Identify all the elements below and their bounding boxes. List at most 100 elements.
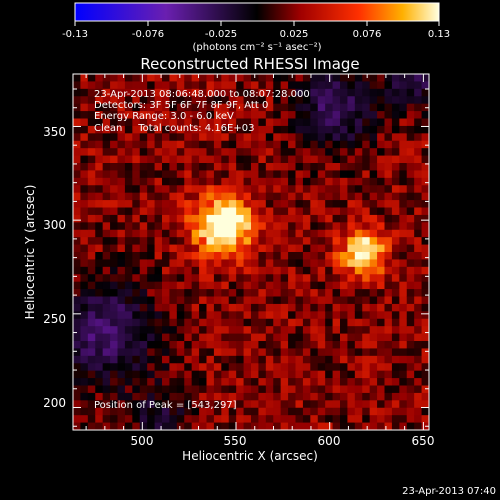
heatmap-cell <box>317 415 326 423</box>
heatmap-cell <box>384 214 393 223</box>
heatmap-cell <box>221 252 230 260</box>
heatmap-cell <box>124 378 133 386</box>
heatmap-cell <box>184 415 193 423</box>
heatmap-cell <box>243 415 252 423</box>
heatmap-cell <box>399 422 408 431</box>
heatmap-cell <box>199 237 207 245</box>
heatmap-cell <box>258 88 267 97</box>
heatmap-cell <box>206 88 215 97</box>
heatmap-cell <box>199 303 207 312</box>
heatmap-cell <box>258 118 267 127</box>
heatmap-cell <box>354 326 363 334</box>
heatmap-cell <box>421 363 430 372</box>
heatmap-cell <box>406 111 415 119</box>
heatmap-cell <box>221 378 230 386</box>
heatmap-cell <box>302 88 311 97</box>
heatmap-cell <box>206 133 215 142</box>
heatmap-cell <box>332 237 341 245</box>
heatmap-cell <box>87 400 96 409</box>
heatmap-cell <box>251 252 259 260</box>
heatmap-cell <box>169 422 178 431</box>
heatmap-cell <box>340 348 348 357</box>
heatmap-cell <box>399 81 408 90</box>
heatmap-cell <box>124 170 133 179</box>
heatmap-cell <box>280 133 289 142</box>
heatmap-cell <box>295 392 304 401</box>
heatmap-cell <box>184 407 193 416</box>
heatmap-cell <box>406 148 415 156</box>
heatmap-cell <box>317 207 326 216</box>
heatmap-cell <box>139 378 148 386</box>
heatmap-cell <box>95 155 104 164</box>
heatmap-cell <box>384 140 393 149</box>
heatmap-cell <box>421 192 430 201</box>
heatmap-cell <box>87 311 96 320</box>
heatmap-cell <box>377 111 385 119</box>
heatmap-cell <box>87 163 96 171</box>
heatmap-cell <box>310 407 319 416</box>
heatmap-cell <box>147 407 155 416</box>
heatmap-cell <box>213 170 222 179</box>
heatmap-cell <box>414 422 422 431</box>
heatmap-cell <box>362 303 371 312</box>
heatmap-cell <box>421 163 430 171</box>
heatmap-cell <box>362 392 371 401</box>
heatmap-cell <box>132 170 141 179</box>
heatmap-cell <box>369 118 378 127</box>
heatmap-cell <box>273 303 282 312</box>
heatmap-cell <box>236 170 244 179</box>
heatmap-cell <box>124 207 133 216</box>
heatmap-cell <box>206 281 215 290</box>
heatmap-cell <box>384 274 393 283</box>
heatmap-cell <box>384 81 393 90</box>
x-tick-500: 500 <box>131 434 154 448</box>
heatmap-cell <box>369 252 378 260</box>
heatmap-cell <box>95 422 104 431</box>
heatmap-cell <box>280 415 289 423</box>
heatmap-cell <box>87 422 96 431</box>
heatmap-cell <box>124 385 133 394</box>
heatmap-cell <box>406 81 415 90</box>
heatmap-cell <box>421 177 430 186</box>
heatmap-cell <box>310 222 319 231</box>
heatmap-cell <box>332 155 341 164</box>
heatmap-cell <box>340 74 348 82</box>
heatmap-cell <box>236 274 244 283</box>
heatmap-cell <box>154 163 163 171</box>
heatmap-cell <box>147 400 155 409</box>
heatmap-cell <box>228 318 237 327</box>
heatmap-cell <box>414 363 422 372</box>
heatmap-cell <box>139 177 148 186</box>
heatmap-cell <box>258 229 267 238</box>
heatmap-cell <box>95 318 104 327</box>
heatmap-cell <box>258 326 267 334</box>
heatmap-cell <box>354 370 363 379</box>
heatmap-cell <box>384 200 393 208</box>
heatmap-cell <box>124 400 133 409</box>
heatmap-cell <box>295 118 304 127</box>
heatmap-cell <box>243 177 252 186</box>
heatmap-cell <box>280 222 289 231</box>
heatmap-cell <box>206 341 215 349</box>
heatmap-cell <box>265 378 274 386</box>
heatmap-cell <box>124 326 133 334</box>
heatmap-cell <box>132 281 141 290</box>
heatmap-cell <box>280 400 289 409</box>
heatmap-cell <box>191 103 200 112</box>
heatmap-cell <box>139 118 148 127</box>
heatmap-cell <box>302 415 311 423</box>
heatmap-cell <box>377 244 385 253</box>
heatmap-cell <box>199 125 207 134</box>
heatmap-cell <box>295 289 304 297</box>
heatmap-cell <box>340 140 348 149</box>
heatmap-cell <box>347 170 356 179</box>
heatmap-cell <box>362 311 371 320</box>
heatmap-cell <box>391 378 400 386</box>
heatmap-cell <box>258 370 267 379</box>
heatmap-cell <box>169 74 178 82</box>
heatmap-cell <box>391 348 400 357</box>
heatmap-cell <box>102 229 111 238</box>
heatmap-cell <box>80 385 89 394</box>
heatmap-cell <box>184 214 193 223</box>
heatmap-cell <box>228 244 237 253</box>
